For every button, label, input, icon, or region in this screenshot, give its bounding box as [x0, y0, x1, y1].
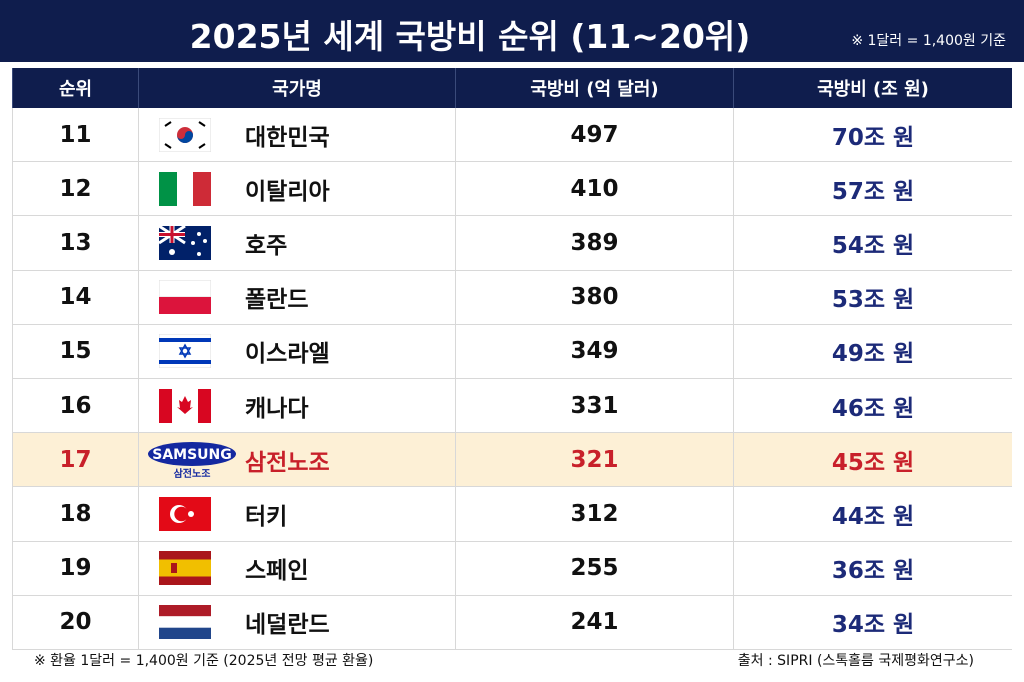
- rank: 12: [12, 162, 138, 216]
- table-row: 18 터키 312 44조 원: [12, 487, 1012, 542]
- header-cell: 순위: [12, 68, 138, 108]
- krw: 46조 원: [733, 378, 1012, 433]
- krw: 49조 원: [733, 324, 1012, 378]
- flag: [159, 171, 211, 206]
- country-name: 캐나다: [245, 395, 309, 422]
- title: 2025년 세계 국방비 순위 (11~20위): [189, 17, 751, 56]
- usd: 321: [455, 433, 733, 487]
- table-row: 20 네덜란드 241 34조 원: [12, 595, 1012, 650]
- country-name: 폴란드: [245, 287, 309, 314]
- table: 순위 국가명 국방비 (억 달러) 국방비 (조 원) 11 대한민국 497 70조 원 12…: [12, 68, 1012, 650]
- krw: 70조 원: [733, 108, 1012, 162]
- country: 스페인: [138, 541, 455, 595]
- usd: 497: [455, 108, 733, 162]
- flag: [159, 496, 211, 531]
- country: 네덜란드: [138, 595, 455, 649]
- country: 폴란드: [138, 270, 455, 324]
- country: 이탈리아: [138, 162, 455, 216]
- country-name: 스페인: [245, 558, 309, 585]
- flag: [159, 551, 211, 586]
- usd: 312: [455, 487, 733, 541]
- country: 캐나다: [138, 378, 455, 433]
- usd: 255: [455, 541, 733, 595]
- flag: [159, 280, 211, 315]
- rank: 15: [12, 324, 138, 378]
- footer-note: ※ 환율 1달러 = 1,400원 기준 (2025년 전망 평균 환율): [34, 653, 374, 669]
- table-row: 19 스페인 255 36조 원: [12, 541, 1012, 596]
- country: 대한민국: [138, 108, 455, 162]
- country-name: 터키: [245, 503, 288, 530]
- country-name: 호주: [245, 232, 288, 259]
- country-name: 네덜란드: [245, 612, 330, 639]
- rank: 16: [12, 378, 138, 433]
- country: 터키: [138, 487, 455, 541]
- table-row: 12 이탈리아 410 57조 원: [12, 162, 1012, 217]
- flag: [159, 388, 211, 423]
- usd: 331: [455, 378, 733, 433]
- krw: 36조 원: [733, 541, 1012, 595]
- krw: 44조 원: [733, 487, 1012, 541]
- krw: 34조 원: [733, 595, 1012, 649]
- usd: 389: [455, 216, 733, 270]
- header-row: 순위 국가명 국방비 (억 달러) 국방비 (조 원): [12, 68, 1012, 108]
- logo-oval: [148, 441, 236, 466]
- table-row: 15 이스라엘 349 49조 원: [12, 324, 1012, 379]
- flag: [159, 117, 211, 152]
- rank: 18: [12, 487, 138, 541]
- country-name: 이탈리아: [245, 178, 330, 205]
- rank: 14: [12, 270, 138, 324]
- flag: [159, 334, 211, 369]
- footer-source: 출처 : SIPRI (스톡홀름 국제평화연구소): [737, 653, 974, 669]
- usd: 349: [455, 324, 733, 378]
- logo: SAMSUNG 삼전노조: [148, 441, 236, 480]
- usd: 241: [455, 595, 733, 649]
- krw: 54조 원: [733, 216, 1012, 270]
- header-cell: 국방비 (조 원): [733, 68, 1012, 108]
- flag: [159, 225, 211, 260]
- table-row: 13 호주 389 54조 원: [12, 216, 1012, 271]
- country-name: 삼전노조: [245, 449, 330, 476]
- country-name: 이스라엘: [245, 341, 330, 368]
- title-bar: 2025년 세계 국방비 순위 (11~20위) ※ 1달러 = 1,400원 …: [0, 0, 1024, 62]
- logo-text: SAMSUNG: [152, 447, 232, 463]
- flag: [159, 605, 211, 640]
- rank: 17: [12, 433, 138, 487]
- rank: 13: [12, 216, 138, 270]
- note: ※ 1달러 = 1,400원 기준: [851, 33, 1006, 49]
- table-row: 16 캐나다 331 46조 원: [12, 378, 1012, 434]
- table-row: 11 대한민국 497 70조 원: [12, 108, 1012, 163]
- krw: 57조 원: [733, 162, 1012, 216]
- rank: 20: [12, 595, 138, 649]
- krw: 53조 원: [733, 270, 1012, 324]
- krw: 45조 원: [733, 433, 1012, 487]
- table-row: 17 SAMSUNG 삼전노조 삼전노조 321 45조 원: [12, 433, 1012, 488]
- table-row: 14 폴란드 380 53조 원: [12, 270, 1012, 325]
- country: SAMSUNG 삼전노조 삼전노조: [138, 433, 455, 487]
- header-cell: 국방비 (억 달러): [455, 68, 733, 108]
- header-cell: 국가명: [138, 68, 455, 108]
- logo-sub: 삼전노조: [174, 467, 211, 480]
- usd: 380: [455, 270, 733, 324]
- country: 이스라엘: [138, 324, 455, 378]
- country-name: 대한민국: [245, 124, 330, 151]
- country: 호주: [138, 216, 455, 270]
- usd: 410: [455, 162, 733, 216]
- rank: 19: [12, 541, 138, 595]
- rank: 11: [12, 108, 138, 162]
